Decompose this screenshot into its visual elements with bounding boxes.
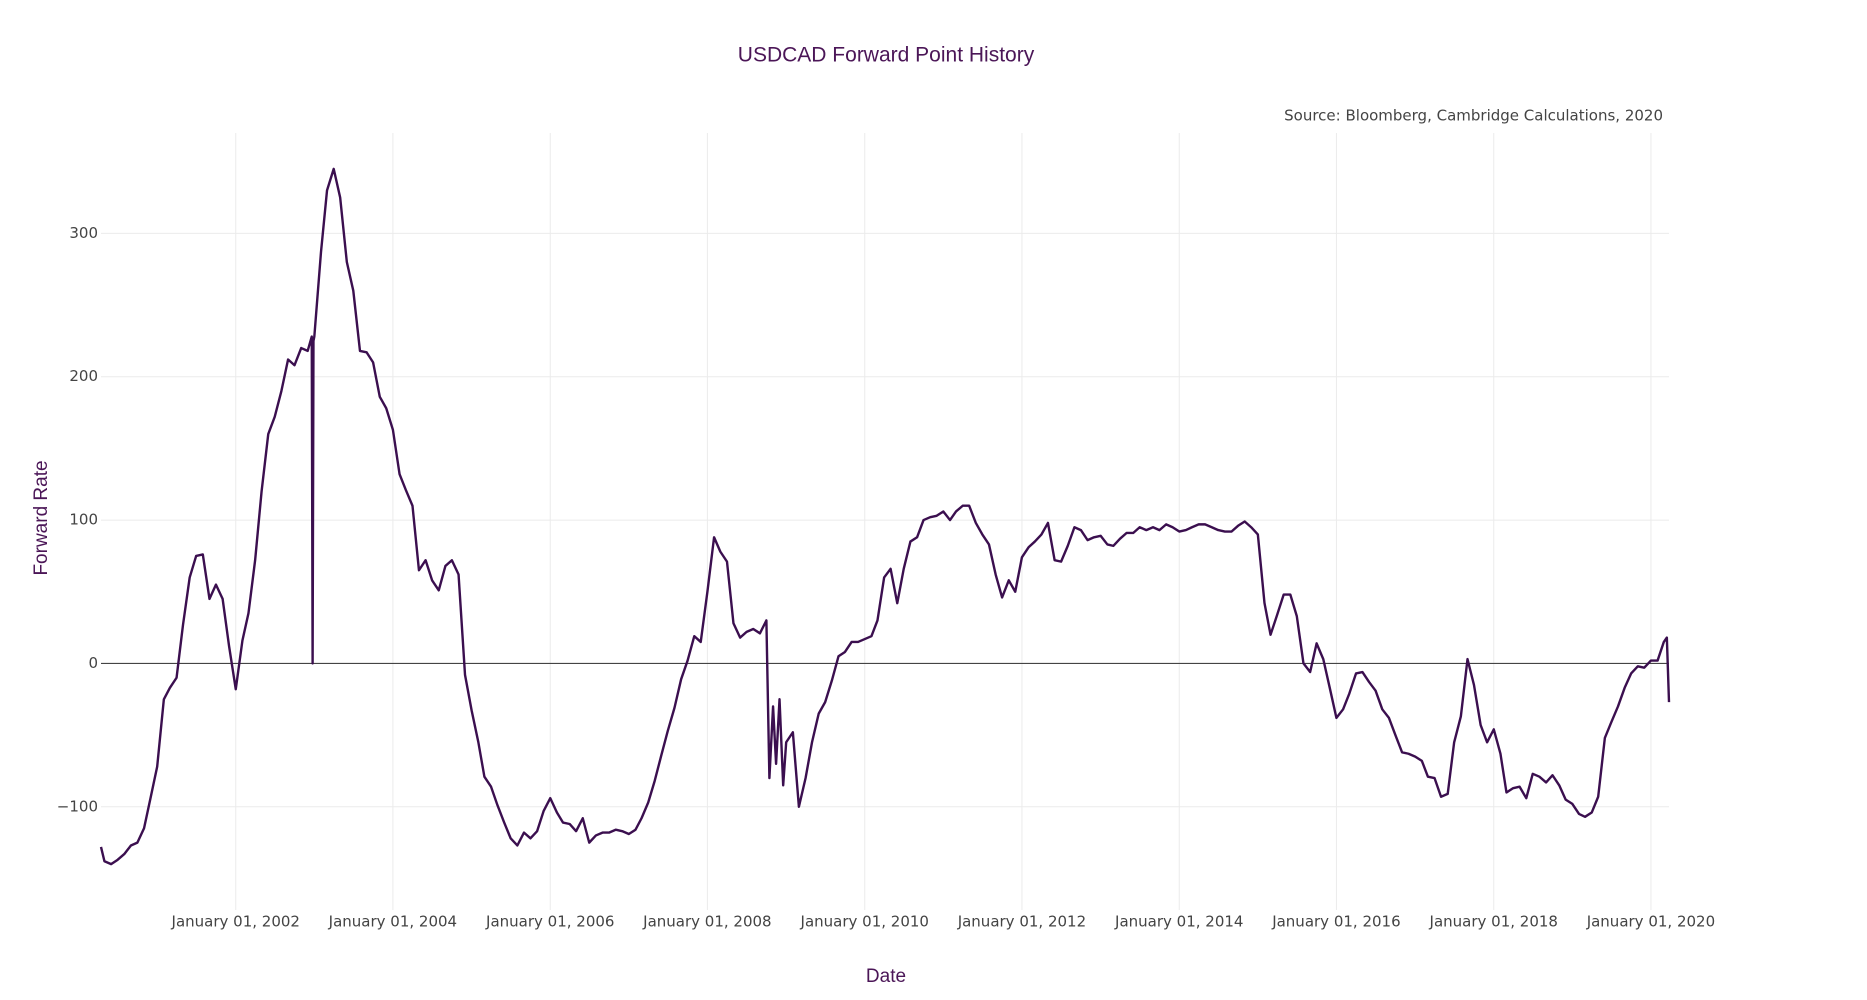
y-tick-label: 200 bbox=[69, 367, 98, 385]
y-tick-label: 300 bbox=[69, 224, 98, 242]
y-tick-label: −100 bbox=[57, 797, 98, 815]
data-line bbox=[99, 167, 1671, 866]
x-tick-label: January 01, 2014 bbox=[1114, 913, 1243, 931]
y-tick-label: 100 bbox=[69, 511, 98, 529]
chart-title: USDCAD Forward Point History bbox=[738, 44, 1035, 67]
x-tick-label: January 01, 2010 bbox=[800, 913, 929, 931]
x-tick-label: January 01, 2004 bbox=[328, 913, 457, 931]
x-tick-label: January 01, 2018 bbox=[1429, 913, 1558, 931]
x-tick-label: January 01, 2002 bbox=[171, 913, 300, 931]
y-axis-title: Forward Rate bbox=[31, 460, 52, 575]
x-tick-label: January 01, 2012 bbox=[957, 913, 1086, 931]
x-tick-label: January 01, 2008 bbox=[642, 913, 771, 931]
y-tick-label: 0 bbox=[88, 654, 98, 672]
x-axis-title: Date bbox=[866, 966, 906, 987]
x-tick-label: January 01, 2006 bbox=[485, 913, 614, 931]
x-tick-label: January 01, 2020 bbox=[1586, 913, 1715, 931]
x-tick-label: January 01, 2016 bbox=[1271, 913, 1400, 931]
source-annotation: Source: Bloomberg, Cambridge Calculation… bbox=[1284, 107, 1663, 125]
